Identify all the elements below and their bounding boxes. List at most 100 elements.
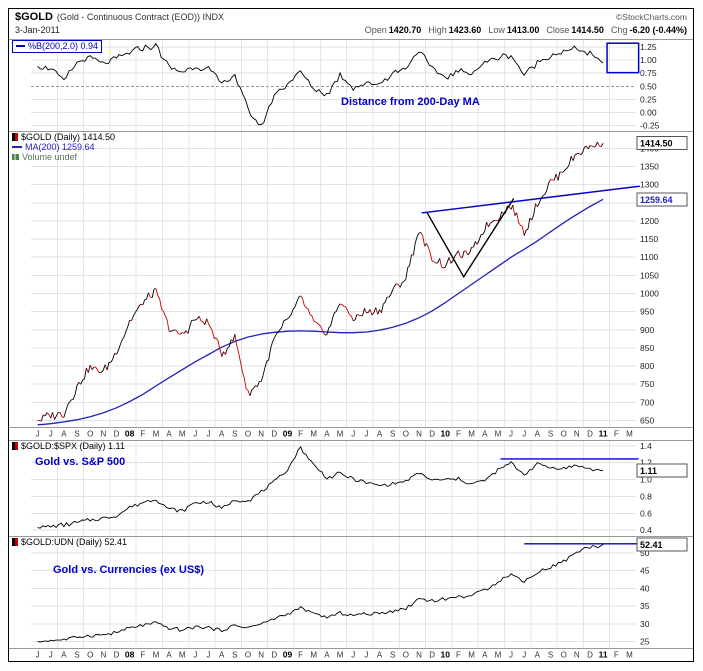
x-axis-label: A: [61, 430, 67, 439]
gold-spx-legend-label: $GOLD:$SPX (Daily) 1.11: [21, 441, 125, 451]
y-tick-label: 45: [640, 566, 650, 576]
x-axis-label: N: [100, 651, 106, 660]
y-tick-label: 700: [640, 397, 654, 407]
y-tick-label: 40: [640, 583, 650, 593]
x-axis-label: O: [87, 651, 93, 660]
x-axis-label: M: [337, 651, 344, 660]
x-axis-label: S: [232, 430, 237, 439]
y-tick-label: -0.25: [640, 121, 660, 131]
x-axis-label: N: [574, 430, 580, 439]
source-credit: ©StockCharts.com: [616, 12, 687, 22]
panel-percent-b: 1.25 1.00 0.75 0.50 0.25 0.00 -0.25 %B(200,2.0…: [9, 39, 693, 131]
x-axis-label: M: [468, 430, 475, 439]
x-axis-label: F: [614, 430, 619, 439]
x-axis-label: M: [153, 430, 160, 439]
panel-gold-price: 1400135013001250120011501100105010009509…: [9, 131, 693, 427]
y-tick-label: 1.4: [640, 441, 652, 451]
x-axis-label: J: [193, 430, 197, 439]
x-axis-label: 11: [599, 429, 608, 439]
y-tick-label: 1.2: [640, 458, 652, 468]
y-tick-label: 1350: [640, 162, 659, 172]
x-axis-label: A: [166, 651, 172, 660]
x-axis-label: J: [36, 430, 40, 439]
quote-value: -6.20 (-0.44%): [629, 25, 687, 35]
x-axis-label: M: [153, 651, 160, 660]
y-tick-label: 0.50: [640, 81, 657, 91]
gold-price-line-down: [37, 141, 602, 422]
y-tick-label: 50: [640, 548, 650, 558]
x-axis-label: S: [548, 651, 553, 660]
quote-label: Open: [364, 25, 387, 35]
panel-gold-vs-currencies: 50 45 40 35 30 25 52.41 $GOLD:UDN (Daily) 52.4…: [9, 536, 693, 648]
x-axis-label: D: [429, 651, 435, 660]
x-axis-label: J: [522, 651, 526, 660]
x-axis-labels-bottom: J J A S O N D 08 F M A M J J A S O N D 09 F M A M J J A S O N D 10 F M A M J…: [9, 648, 693, 661]
x-axis-label: A: [61, 651, 67, 660]
x-axis-label: J: [351, 430, 355, 439]
y-tick-label: 1150: [640, 234, 659, 244]
x-axis-label: N: [258, 430, 264, 439]
value-callout-box: [636, 192, 688, 207]
x-axis-label: O: [87, 430, 93, 439]
x-axis-label: 08: [125, 429, 135, 439]
quote-value: 1420.70: [388, 25, 422, 35]
x-axis-label: M: [337, 430, 344, 439]
y-tick-label: 25: [640, 637, 650, 647]
y-tick-label: 1050: [640, 270, 659, 280]
x-axis-label: O: [561, 651, 567, 660]
x-axis-label: A: [219, 651, 225, 660]
x-axis-label: 09: [283, 429, 293, 439]
gold-spx-chart: 1.4 1.2 1.0 0.8 0.6 0.4 1.11: [9, 440, 693, 536]
gold-legend-label: $GOLD (Daily) 1414.50: [21, 132, 116, 142]
y-tick-label: 0.75: [640, 68, 657, 78]
x-axis-label: J: [207, 651, 211, 660]
quote-value: 1414.50: [571, 25, 604, 35]
gold-spx-legend: $GOLD:$SPX (Daily) 1.11: [12, 441, 125, 451]
x-axis-label: D: [114, 651, 120, 660]
x-axis-label: J: [207, 430, 211, 439]
chart-frame: $GOLD (Gold - Continuous Contract (EOD))…: [8, 8, 694, 662]
symbol-description: (Gold - Continuous Contract (EOD)) INDX: [56, 12, 224, 22]
x-axis-label: J: [364, 651, 368, 660]
percent-b-line: [37, 42, 604, 126]
x-axis-label: D: [429, 430, 435, 439]
x-axis-label: O: [245, 430, 251, 439]
volume-legend-label: Volume undef: [22, 152, 78, 162]
percent-b-legend-label: %B(200,2.0) 0.94: [28, 41, 99, 51]
y-tick-label: 900: [640, 325, 654, 335]
chart-type-icon: [12, 442, 18, 450]
x-axis-label: A: [324, 651, 330, 660]
v-pattern-line: [426, 198, 515, 279]
x-axis-labels-top: J J A S O N D 08 F M A M J J A S O N D 09 F M A M J J A S O N D 10 F M A M J…: [9, 427, 693, 440]
candlestick-icon: [12, 133, 18, 141]
axis-background: [9, 427, 693, 440]
x-axis-label: 10: [441, 429, 451, 439]
y-tick-label: 1000: [640, 289, 659, 299]
x-axis-label: O: [403, 651, 409, 660]
legend-row-spx: $GOLD:$SPX (Daily) 1.11: [12, 441, 125, 451]
gold-price-legend: $GOLD (Daily) 1414.50 MA(200) 1259.64 Vo…: [12, 132, 115, 162]
y-tick-label: 950: [640, 307, 654, 317]
legend-row-symbol: $GOLD (Daily) 1414.50: [12, 132, 115, 142]
x-axis-label: M: [179, 651, 186, 660]
chart-date: 3-Jan-2011: [15, 25, 60, 35]
plot-background: [9, 131, 693, 427]
legend-row-ma: MA(200) 1259.64: [12, 142, 115, 152]
y-tick-label: 1.25: [640, 42, 657, 52]
annotation-gold-vs-sp500: Gold vs. S&P 500: [35, 456, 126, 468]
x-axis-label: S: [390, 651, 395, 660]
quote-value: 1423.60: [448, 25, 482, 35]
x-axis-label: F: [298, 651, 303, 660]
annotation-gold-vs-currencies: Gold vs. Currencies (ex US$): [53, 564, 204, 576]
x-axis-label: N: [416, 430, 422, 439]
plot-background: [9, 39, 693, 131]
ma-line-icon: [12, 146, 22, 148]
ohlc-quote-line: Open 1420.70 High 1423.60 Low 1413.00 Close 141…: [358, 25, 687, 35]
percent-b-legend: %B(200,2.0) 0.94: [12, 40, 103, 53]
quote-label: Low: [488, 25, 505, 35]
value-callout-box: [636, 136, 688, 151]
plot-background: [9, 440, 693, 536]
percent-b-chart: 1.25 1.00 0.75 0.50 0.25 0.00 -0.25: [9, 39, 693, 131]
y-tick-label: 1300: [640, 180, 659, 190]
quote-value: 1413.00: [506, 25, 540, 35]
